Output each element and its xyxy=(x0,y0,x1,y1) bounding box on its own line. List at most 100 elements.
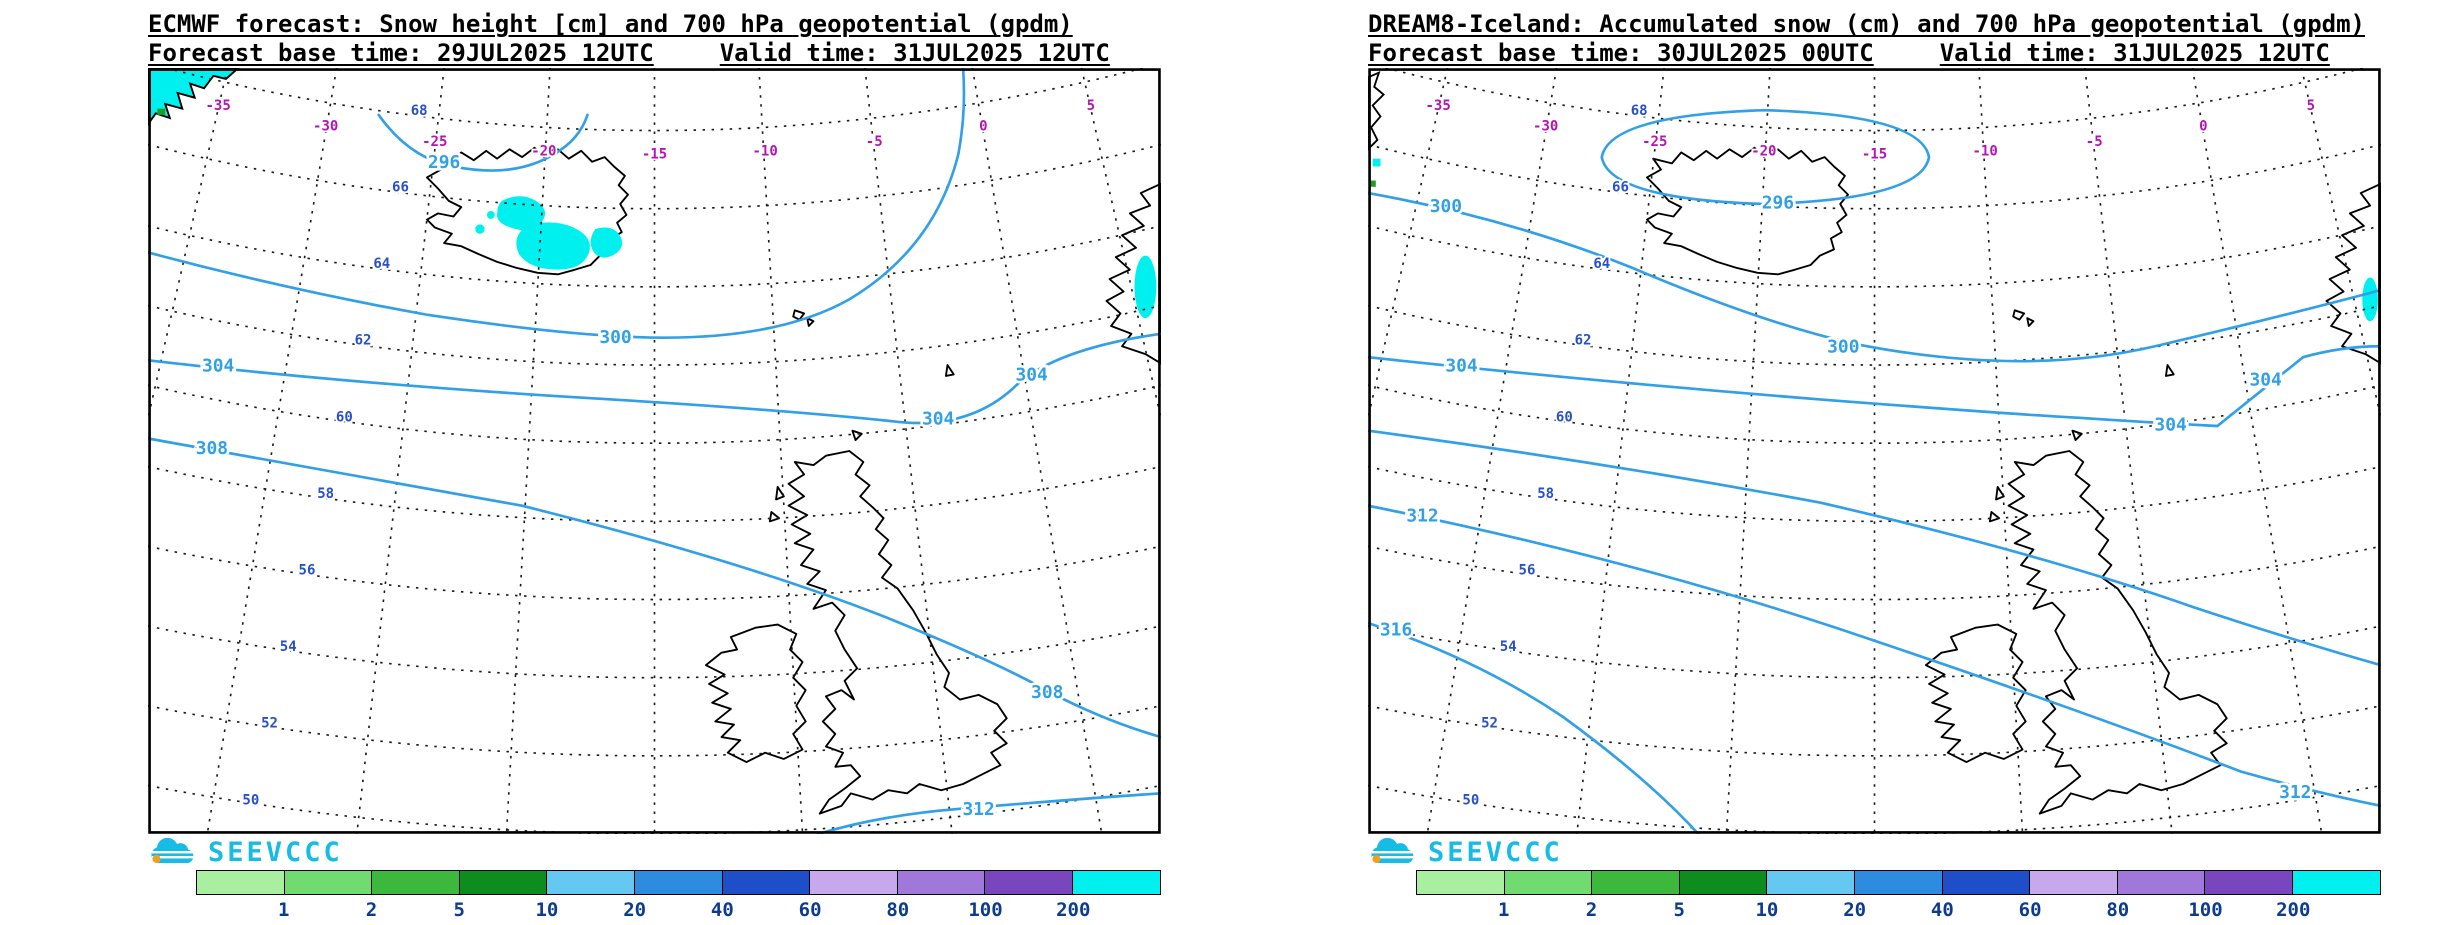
colorbar-tick: 5 xyxy=(453,899,465,921)
colorbar-segment xyxy=(809,870,899,895)
lon-label: -5 xyxy=(866,134,883,150)
colorbar-segment xyxy=(1416,870,1506,895)
contour-label: 296 xyxy=(428,152,460,173)
colorbar-segment xyxy=(2116,870,2206,895)
lat-label: 64 xyxy=(1593,256,1610,272)
colorbar-tick: 100 xyxy=(968,899,1003,921)
snow-colorbar xyxy=(1416,870,2382,895)
colorbar-segment xyxy=(371,870,461,895)
panel-dream8: DREAM8-Iceland: Accumulated snow (cm) an… xyxy=(1220,0,2440,925)
lon-label: -15 xyxy=(1862,147,1887,163)
contour-label: 296 xyxy=(1762,193,1794,214)
colorbar-tick: 2 xyxy=(1585,899,1598,921)
lon-label: -20 xyxy=(1751,144,1776,160)
forecast-base-time: Forecast base time: 29JUL2025 12UTC xyxy=(148,39,654,67)
latitude-labels: 68 66 64 62 60 58 56 54 52 50 xyxy=(1461,101,1650,810)
greenland-coastline xyxy=(1368,71,1385,151)
contour-label: 300 xyxy=(1827,336,1859,357)
map-dream8: -35 -30 -25 -20 -15 -10 -5 0 5 68 66 64 … xyxy=(1368,68,2381,834)
cloud-logo-icon xyxy=(1371,837,1415,863)
contour-label: 304 xyxy=(2154,415,2186,436)
contour-label: 312 xyxy=(2279,782,2311,803)
colorbar-tick: 1 xyxy=(1497,899,1510,921)
colorbar-ticks: 1 2 5 10 20 40 60 80 100 200 xyxy=(196,899,1161,921)
lat-label: 68 xyxy=(411,103,428,119)
lon-label: -10 xyxy=(752,144,777,160)
lat-label: 62 xyxy=(1575,333,1592,349)
colorbar-segment xyxy=(721,870,811,895)
lat-label: 50 xyxy=(242,792,259,808)
colorbar-segment xyxy=(458,870,548,895)
lat-label: 54 xyxy=(280,639,297,655)
contour-labels: 296 300 304 304 304 308 308 312 xyxy=(193,149,1066,823)
latitude-labels: 68 66 64 62 60 58 56 54 52 50 xyxy=(241,101,430,810)
panel-title-block: ECMWF forecast: Snow height [cm] and 700… xyxy=(148,10,1188,68)
lat-label: 56 xyxy=(299,562,316,578)
colorbar-segment xyxy=(1071,870,1162,895)
lat-label: 60 xyxy=(1556,409,1573,425)
lat-label: 62 xyxy=(355,333,372,349)
lat-label: 50 xyxy=(1462,792,1479,808)
longitude-labels: -35 -30 -25 -20 -15 -10 -5 0 5 xyxy=(204,96,1097,164)
colorbar-tick: 200 xyxy=(2276,899,2311,921)
geopotential-contours xyxy=(148,68,1161,834)
colorbar-tick: 60 xyxy=(798,899,822,921)
colorbar-segment xyxy=(633,870,724,895)
lon-label: -25 xyxy=(422,134,447,150)
colorbar-tick: 60 xyxy=(2018,899,2042,921)
colorbar-segment xyxy=(546,870,636,895)
colorbar-segment xyxy=(984,870,1074,895)
logo-text: SEEVCCC xyxy=(1428,836,1563,868)
lat-label: 58 xyxy=(317,486,334,502)
colorbar-segment xyxy=(2204,870,2294,895)
snow-colorbar xyxy=(196,870,1162,895)
colorbar-segment xyxy=(896,870,986,895)
lon-label: -10 xyxy=(1972,144,1997,160)
colorbar-tick: 2 xyxy=(365,899,378,921)
colorbar-segment xyxy=(283,870,373,895)
lon-label: -35 xyxy=(205,98,230,114)
colorbar-tick: 40 xyxy=(710,899,734,921)
contour-label: 304 xyxy=(1445,355,1477,376)
contour-label: 312 xyxy=(1406,505,1438,526)
cloud-logo-icon xyxy=(151,837,195,863)
panel-ecmwf: ECMWF forecast: Snow height [cm] and 700… xyxy=(148,10,1188,921)
colorbar-segment xyxy=(1941,870,2031,895)
lat-label: 56 xyxy=(1519,562,1536,578)
longitude-labels: -35 -30 -25 -20 -15 -10 -5 0 5 xyxy=(1424,96,2317,164)
contour-label: 300 xyxy=(1430,196,1462,217)
lon-label: 5 xyxy=(2307,98,2315,114)
contour-label: 304 xyxy=(2249,369,2281,390)
map-frame xyxy=(1368,68,2381,834)
colorbar-segment xyxy=(1503,870,1593,895)
colorbar-segment xyxy=(2029,870,2119,895)
panel-title-block: DREAM8-Iceland: Accumulated snow (cm) an… xyxy=(1368,10,2408,68)
lon-label: -5 xyxy=(2086,134,2103,150)
lat-label: 64 xyxy=(373,256,390,272)
colorbar-tick: 10 xyxy=(535,899,559,921)
lon-label: 0 xyxy=(2199,119,2207,135)
seevccc-logo: SEEVCCC xyxy=(148,836,343,868)
lat-label: 66 xyxy=(1612,179,1629,195)
logo-text: SEEVCCC xyxy=(208,836,343,868)
seevccc-logo: SEEVCCC xyxy=(1368,836,1563,868)
contour-label: 316 xyxy=(1380,619,1412,640)
colorbar-segment xyxy=(1853,870,1944,895)
colorbar-ticks: 1 2 5 10 20 40 60 80 100 200 xyxy=(1416,899,2381,921)
valid-time: Valid time: 31JUL2025 12UTC xyxy=(719,39,1110,67)
geopotential-contours xyxy=(1368,108,2381,834)
lat-label: 52 xyxy=(261,716,278,732)
lon-label: 0 xyxy=(979,119,987,135)
colorbar-tick: 20 xyxy=(1843,899,1867,921)
lon-label: -35 xyxy=(1425,98,1450,114)
colorbar-tick: 40 xyxy=(1930,899,1954,921)
colorbar-segment xyxy=(196,870,286,895)
contour-label: 304 xyxy=(202,355,234,376)
lat-label: 52 xyxy=(1481,716,1498,732)
colorbar-tick: 5 xyxy=(1673,899,1685,921)
colorbar-tick: 1 xyxy=(277,899,290,921)
snow-field xyxy=(475,196,1157,319)
contour-label: 304 xyxy=(1015,365,1047,386)
valid-time: Valid time: 31JUL2025 12UTC xyxy=(1939,39,2330,67)
